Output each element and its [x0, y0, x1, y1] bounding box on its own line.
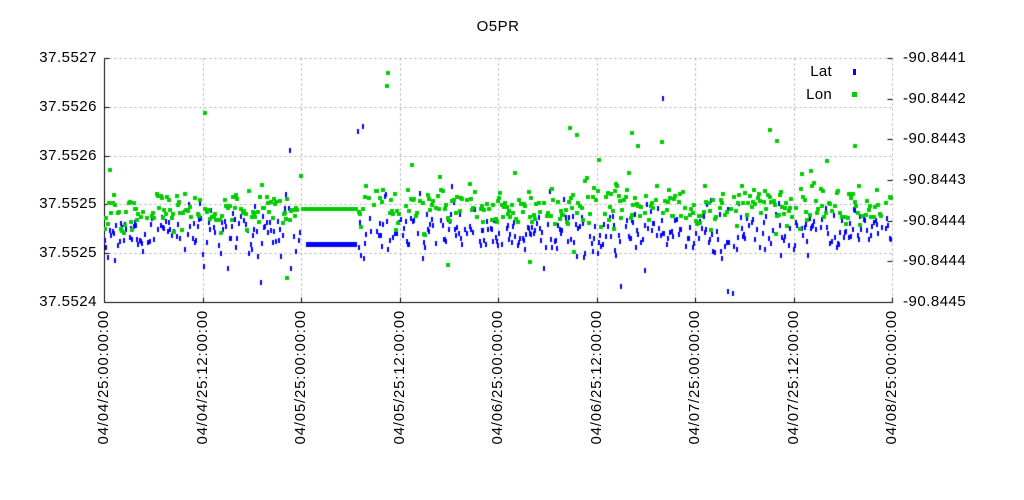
y-axis-left-tick-label: 37.5524	[39, 293, 97, 310]
x-axis-tick-label: 04/06/25:12:00:00	[587, 310, 605, 445]
x-axis-tick-label: 04/07/25:00:00:00	[686, 310, 703, 445]
legend: Lat Lon	[806, 60, 858, 106]
y-axis-left-tick-label: 37.5525	[39, 195, 97, 213]
y-axis-right-tick-label: -90.8441	[903, 49, 967, 66]
x-axis-tick-label: 04/04/25:00:00:00	[95, 310, 112, 445]
y-axis-left-tick-label: 37.5526	[39, 146, 97, 164]
lat-marker-icon	[850, 68, 858, 76]
y-axis-left-tick-label: 37.5526	[39, 97, 97, 115]
x-axis-tick-label: 04/05/25:12:00:00	[390, 310, 408, 445]
x-axis-tick-label: 04/08/25:00:00:00	[883, 310, 900, 445]
y-axis-right-tick-label: -90.8442	[903, 89, 967, 107]
legend-label-lon: Lon	[806, 86, 832, 103]
x-axis-tick-label: 04/05/25:00:00:00	[292, 310, 309, 445]
lon-marker-icon	[850, 91, 858, 99]
legend-item-lon: Lon	[806, 83, 858, 106]
y-axis-left-tick-label: 37.5527	[39, 49, 97, 66]
legend-item-lat: Lat	[806, 60, 858, 83]
y-axis-right-tick-label: -90.8443	[903, 171, 967, 188]
x-axis-tick-label: 04/07/25:12:00:00	[784, 310, 802, 445]
x-axis-tick-label: 04/06/25:00:00:00	[489, 310, 506, 445]
y-axis-right-tick-label: -90.8443	[903, 130, 967, 148]
y-axis-right-tick-label: -90.8445	[903, 293, 967, 310]
x-axis-tick-label: 04/04/25:12:00:00	[193, 310, 211, 445]
legend-label-lat: Lat	[810, 63, 832, 80]
y-axis-right-tick-label: -90.8444	[903, 252, 967, 270]
y-axis-right-tick-label: -90.8444	[903, 211, 967, 229]
y-axis-left-tick-label: 37.5525	[39, 244, 97, 262]
